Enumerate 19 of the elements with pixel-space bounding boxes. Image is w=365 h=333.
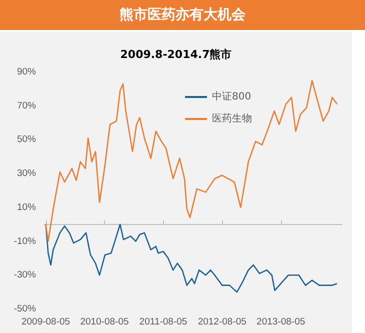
y-tick-label: 30% <box>16 168 37 180</box>
y-tick-label: -50% <box>14 304 37 314</box>
y-tick-label: 10% <box>16 202 37 213</box>
chart-title: 熊市医药亦有大机会 <box>0 0 365 30</box>
x-tick-label: 2009-08-05 <box>21 316 70 328</box>
y-tick-label: 90% <box>16 66 37 78</box>
x-tick-label: 2013-08-05 <box>256 316 306 328</box>
legend-label: 医药生物 <box>212 112 252 124</box>
x-tick-label: 2010-08-05 <box>80 316 129 328</box>
x-tick-label: 2012-08-05 <box>198 316 246 328</box>
legend-label: 中证800 <box>212 90 252 102</box>
line-series <box>45 224 338 293</box>
chart-subtitle: 2009.8-2014.7熊市 <box>120 48 232 61</box>
line-series <box>45 80 338 242</box>
y-tick-label: 70% <box>16 100 37 112</box>
y-tick-label: -10% <box>14 236 37 247</box>
y-tick-label: 50% <box>16 134 37 146</box>
y-tick-label: -30% <box>14 270 37 281</box>
x-tick-label: 2011-08-05 <box>139 316 188 328</box>
